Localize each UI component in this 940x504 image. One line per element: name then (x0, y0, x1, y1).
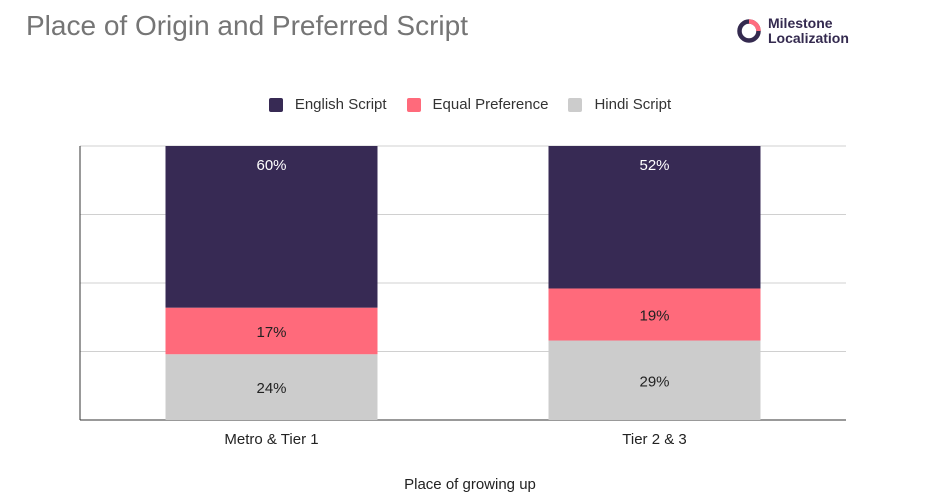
legend-item: Equal Preference (406, 96, 549, 113)
legend-label: Equal Preference (432, 96, 549, 113)
brand-name: Milestone Localization (768, 16, 849, 46)
legend-label: English Script (294, 96, 387, 113)
data-label: 24% (256, 380, 286, 397)
data-label: 17% (256, 324, 286, 341)
brand-logo: Milestone Localization (736, 16, 849, 46)
bar-segment (165, 146, 378, 308)
milestone-logo-icon (737, 19, 761, 43)
legend-label: Hindi Script (594, 96, 672, 113)
legend-swatch (568, 97, 583, 112)
bar-segment (548, 288, 761, 341)
bar-segment (165, 354, 378, 420)
data-label: 19% (639, 308, 669, 325)
legend-swatch (268, 97, 283, 112)
chart-legend: English Script Equal Preference Hindi Scri… (0, 96, 940, 113)
legend-item: English Script (268, 96, 387, 113)
bar-segment (165, 307, 378, 355)
data-label: 60% (256, 157, 286, 174)
brand-name-line1: Milestone (768, 15, 833, 31)
legend-item: Hindi Script (568, 96, 671, 113)
brand-name-line2: Localization (768, 30, 849, 46)
x-tick-label: Metro & Tier 1 (224, 431, 318, 448)
bar-segment (548, 340, 761, 420)
legend-swatch (406, 97, 421, 112)
data-label: 29% (639, 373, 669, 390)
chart-title: Place of Origin and Preferred Script (26, 10, 468, 41)
x-axis-title: Place of growing up (404, 476, 536, 493)
bar-segment (548, 146, 761, 289)
x-tick-label: Tier 2 & 3 (622, 431, 686, 448)
data-label: 52% (639, 157, 669, 174)
